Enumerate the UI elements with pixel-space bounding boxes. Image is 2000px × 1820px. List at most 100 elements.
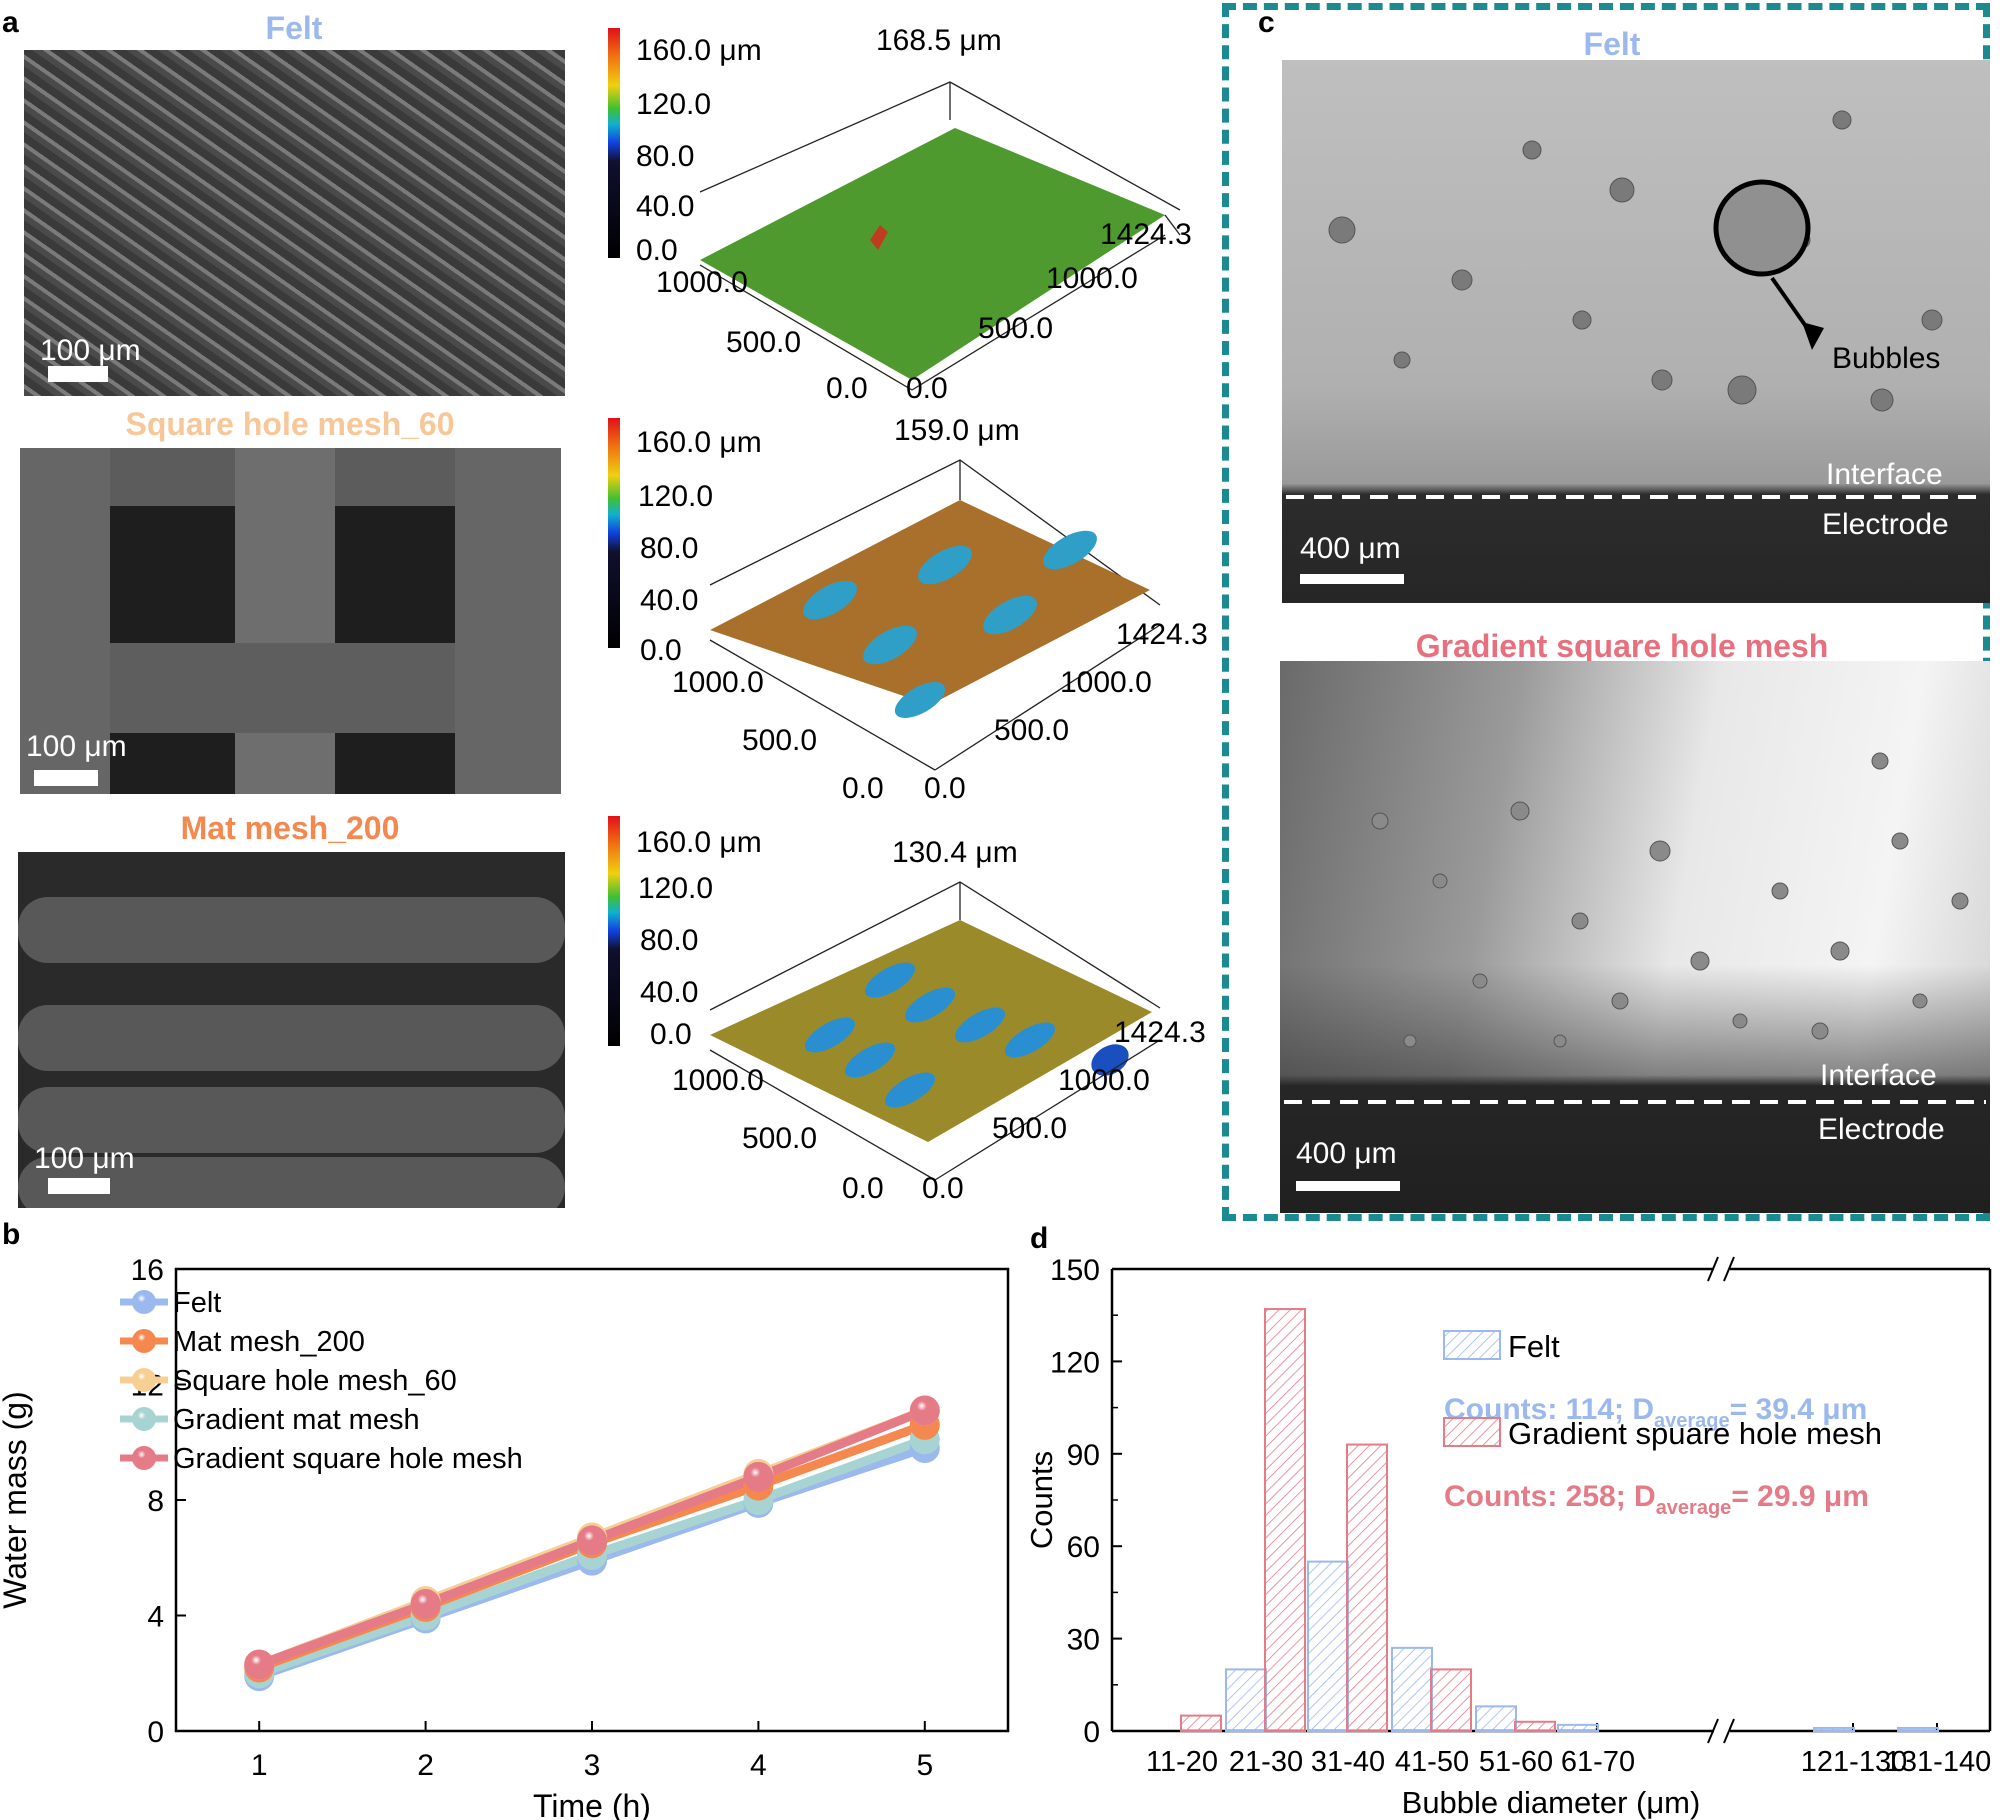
- mat-mesh-colorbar: [608, 816, 620, 1046]
- felt-scale-text: 100 μm: [40, 334, 141, 367]
- square-hole-surface-max: 159.0 μm: [894, 414, 1020, 447]
- mat-mesh-axis-left-500: 500.0: [742, 1122, 818, 1155]
- x-tick-label: 131-140: [1885, 1746, 1991, 1778]
- mat-mesh-title: Mat mesh_200: [180, 810, 400, 846]
- y-axis-title: Water mass (g): [0, 1391, 33, 1609]
- felt-title: Felt: [265, 10, 323, 46]
- mat-mesh-axis-left-1000: 1000.0: [672, 1064, 764, 1097]
- mat-mesh-cb-0: 0.0: [650, 1018, 692, 1051]
- x-tick-label: 51-60: [1479, 1746, 1553, 1778]
- axis-break-mark: [1707, 1256, 1719, 1282]
- y-tick-label: 30: [1067, 1624, 1100, 1657]
- legend-marker: [132, 1290, 156, 1314]
- mat-mesh-axis-left-0: 0.0: [842, 1172, 884, 1205]
- mat-mesh-cb-40: 40.0: [640, 976, 699, 1009]
- y-tick-label: 60: [1067, 1531, 1100, 1564]
- square-hole-cb-160: 160.0 μm: [636, 426, 762, 459]
- felt-sem-image: 100 μm: [24, 50, 565, 396]
- gradient-photo-title: Gradient square hole mesh: [1415, 628, 1829, 664]
- histogram-bar: [1514, 1720, 1556, 1733]
- y-tick-label: 4: [147, 1601, 164, 1634]
- data-point-marker: [743, 1461, 774, 1492]
- felt-surface-max: 168.5 μm: [876, 24, 1002, 57]
- histogram-bar: [1225, 1668, 1267, 1732]
- felt-colorbar: [608, 28, 620, 258]
- histogram-bar: [1475, 1705, 1517, 1732]
- y-tick-label: 0: [147, 1716, 164, 1749]
- legend-swatch: [1443, 1330, 1501, 1360]
- square-hole-cb-40: 40.0: [640, 584, 699, 617]
- square-hole-axis-right-500: 500.0: [994, 714, 1070, 747]
- x-tick-label: 2: [417, 1749, 434, 1782]
- histogram-bar: [1430, 1668, 1472, 1732]
- series-summary: Counts: 258; Daverage= 29.9 μm: [1444, 1480, 1869, 1519]
- histogram-bar: [1813, 1726, 1855, 1733]
- x-axis-title: Bubble diameter (μm): [1402, 1785, 1701, 1820]
- axis-break-mark: [1723, 1718, 1735, 1744]
- legend-label: Gradient mat mesh: [173, 1404, 420, 1436]
- data-point-marker: [244, 1649, 275, 1680]
- histogram-bar: [1264, 1308, 1306, 1732]
- series-summary: Counts: 114; Daverage= 39.4 μm: [1444, 1393, 1867, 1432]
- x-tick-label: 1: [251, 1749, 268, 1782]
- felt-photo-scale-text: 400 μm: [1300, 532, 1401, 565]
- mat-mesh-axis-right-max: 1424.3: [1114, 1016, 1206, 1049]
- square-hole-sem-image: 100 μm: [20, 448, 561, 794]
- histogram-bar: [1307, 1560, 1349, 1732]
- mat-mesh-cb-120: 120.0: [638, 872, 714, 905]
- mat-mesh-scale-bar: [48, 1178, 110, 1194]
- felt-cb-40: 40.0: [636, 190, 695, 223]
- panel-label-b: b: [2, 1218, 21, 1251]
- x-tick-label: 4: [750, 1749, 767, 1782]
- felt-axis-right-1000: 1000.0: [1046, 262, 1138, 295]
- felt-axis-left-500: 500.0: [726, 326, 802, 359]
- mat-mesh-axis-right-0: 0.0: [922, 1172, 964, 1205]
- felt-scale-bar: [48, 366, 108, 382]
- mat-mesh-sem-image: 100 μm: [18, 852, 565, 1208]
- water-mass-line-chart: 048121612345Time (h)Water mass (g)FeltMa…: [0, 1254, 1010, 1820]
- square-hole-cb-120: 120.0: [638, 480, 714, 513]
- mat-mesh-axis-right-1000: 1000.0: [1058, 1064, 1150, 1097]
- y-tick-label: 120: [1050, 1346, 1100, 1379]
- legend-label: Gradient spuare hole mesh: [1508, 1416, 1882, 1451]
- felt-cb-120: 120.0: [636, 88, 712, 121]
- panel-label-d: d: [1030, 1222, 1049, 1255]
- histogram-bar: [1346, 1443, 1388, 1732]
- felt-bubble-photo: Bubbles Interface Electrode 400 μm: [1282, 60, 1990, 603]
- legend-label: Square hole mesh_60: [173, 1365, 457, 1397]
- x-tick-label: 5: [916, 1749, 933, 1782]
- square-hole-axis-right-0: 0.0: [924, 772, 966, 805]
- felt-axis-left-0: 0.0: [826, 372, 868, 405]
- felt-3d-surface: [699, 81, 1181, 391]
- gradient-electrode-label: Electrode: [1818, 1113, 1945, 1146]
- mat-mesh-axis-right-500: 500.0: [992, 1112, 1068, 1145]
- legend-label: Gradient square hole mesh: [173, 1443, 523, 1475]
- square-hole-cb-0: 0.0: [640, 634, 682, 667]
- mat-mesh-3d-surface: [709, 881, 1161, 1181]
- felt-axis-left-1000: 1000.0: [656, 266, 748, 299]
- mat-mesh-cb-80: 80.0: [640, 924, 699, 957]
- panel-c-dashed-frame: [1222, 3, 1990, 1221]
- histogram-bar: [1897, 1726, 1939, 1733]
- square-hole-axis-left-500: 500.0: [742, 724, 818, 757]
- legend-marker: [132, 1368, 156, 1392]
- histogram-bar: [1180, 1714, 1222, 1733]
- mat-mesh-surface-max: 130.4 μm: [892, 836, 1018, 869]
- legend-marker: [132, 1407, 156, 1431]
- histogram-bar: [1391, 1646, 1433, 1732]
- felt-electrode-label: Electrode: [1822, 508, 1949, 541]
- x-tick-label: 41-50: [1395, 1746, 1469, 1778]
- y-tick-label: 0: [1083, 1716, 1100, 1749]
- gradient-photo-scale-text: 400 μm: [1296, 1137, 1397, 1170]
- felt-axis-right-500: 500.0: [978, 312, 1054, 345]
- legend-marker: [132, 1329, 156, 1353]
- legend-label: Felt: [173, 1287, 221, 1319]
- square-hole-axis-right-1000: 1000.0: [1060, 666, 1152, 699]
- x-tick-label: 61-70: [1561, 1746, 1635, 1778]
- felt-cb-80: 80.0: [636, 140, 695, 173]
- x-tick-label: 11-20: [1146, 1746, 1218, 1778]
- y-tick-label: 90: [1067, 1439, 1100, 1472]
- mat-mesh-scale-text: 100 μm: [34, 1142, 135, 1175]
- legend-swatch: [1443, 1417, 1501, 1447]
- x-axis-title: Time (h): [533, 1788, 651, 1820]
